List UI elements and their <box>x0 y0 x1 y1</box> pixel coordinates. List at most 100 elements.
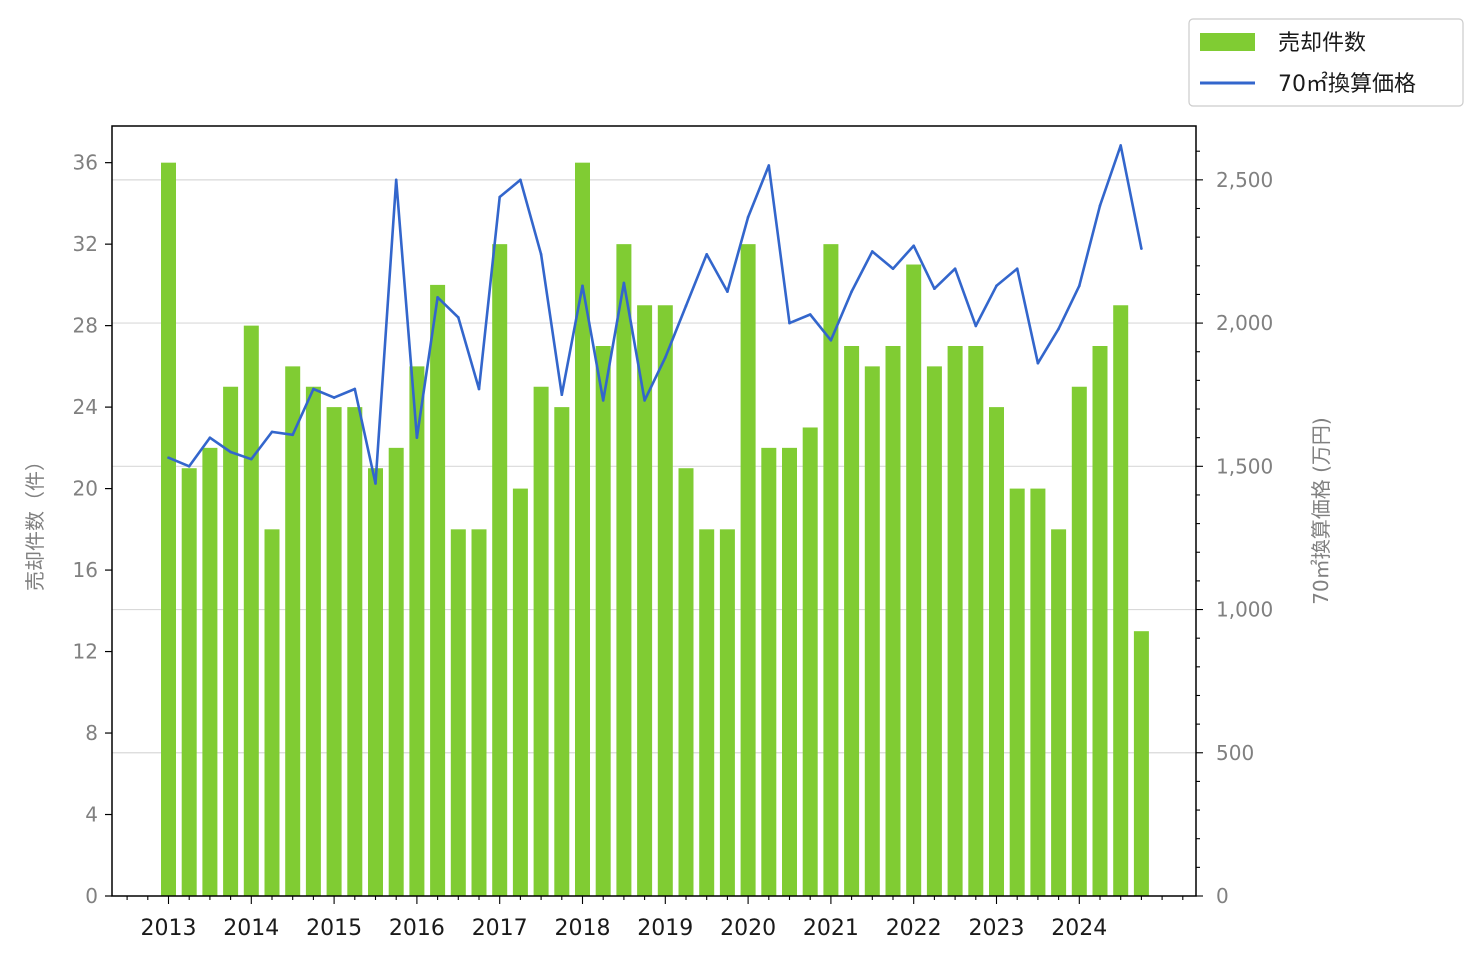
bar <box>782 447 797 896</box>
x-tick-label: 2022 <box>886 916 942 941</box>
line-point <box>477 387 481 391</box>
line-point <box>850 290 853 293</box>
left-tick-label: 28 <box>73 314 98 338</box>
bar <box>1113 305 1129 896</box>
bar <box>844 346 860 896</box>
line-point <box>1140 247 1143 250</box>
line-point <box>415 436 419 439</box>
bar <box>326 407 342 896</box>
bar <box>823 244 839 897</box>
line-point <box>891 267 895 270</box>
left-tick-label: 4 <box>85 803 98 827</box>
bar <box>450 529 466 896</box>
line-point <box>664 356 667 359</box>
bar <box>492 244 508 897</box>
line-point <box>394 178 398 182</box>
left-tick-label: 8 <box>85 721 98 745</box>
line-point <box>871 250 874 253</box>
left-tick-label: 12 <box>73 640 98 664</box>
bar <box>223 386 239 896</box>
bar <box>1133 631 1149 896</box>
left-tick-label: 20 <box>73 477 98 501</box>
legend-label-line: 70㎡換算価格 <box>1278 71 1416 97</box>
right-axis-title: 70㎡換算価格 (万円) <box>1309 417 1333 604</box>
line-point <box>746 215 750 219</box>
line-point <box>436 296 439 299</box>
bar <box>1071 386 1087 896</box>
legend-swatch-bar <box>1200 33 1255 51</box>
bar <box>243 325 259 896</box>
line-point <box>374 482 377 485</box>
bar <box>989 407 1004 896</box>
price-line <box>168 144 1143 485</box>
line-series <box>167 144 1143 485</box>
right-axis-ticks: 0 500 1,000 1,500 2,000 2,500 <box>1196 150 1273 908</box>
line-point <box>808 313 812 316</box>
bar <box>533 386 549 896</box>
plot-frame <box>111 125 1197 897</box>
line-point <box>767 164 771 167</box>
line-point <box>1078 284 1081 288</box>
line-point <box>829 338 833 342</box>
bar <box>512 488 528 896</box>
bar <box>368 468 383 896</box>
line-point <box>788 321 791 325</box>
line-point <box>995 284 998 288</box>
bar <box>388 447 404 896</box>
bar <box>761 447 777 896</box>
line-point <box>933 287 936 291</box>
right-tick-label: 1,500 <box>1216 454 1273 478</box>
x-tick-label: 2019 <box>637 916 693 941</box>
bar <box>554 407 570 896</box>
bar <box>409 366 425 896</box>
legend-label-bar: 売却件数 <box>1278 31 1366 56</box>
bar <box>740 244 756 897</box>
line-point <box>291 433 295 437</box>
x-tick-label: 2014 <box>223 916 279 941</box>
x-tick-label: 2023 <box>969 916 1025 941</box>
right-tick-label: 500 <box>1216 741 1254 765</box>
bar <box>1009 488 1025 896</box>
x-tick-label: 2018 <box>555 916 611 941</box>
right-tick-label: 2,000 <box>1216 311 1273 335</box>
line-point <box>684 304 688 308</box>
line-point <box>560 393 564 396</box>
left-tick-label: 0 <box>85 884 98 908</box>
line-point <box>270 430 274 434</box>
line-point <box>208 436 212 439</box>
line-point <box>622 281 626 285</box>
line-point <box>539 253 543 256</box>
left-tick-label: 24 <box>73 395 98 419</box>
bar <box>430 284 446 896</box>
x-tick-label: 2017 <box>472 916 528 941</box>
line-point <box>498 195 502 199</box>
bar <box>947 346 963 896</box>
bar <box>471 529 487 896</box>
left-tick-label: 32 <box>73 232 98 256</box>
bar <box>719 529 735 896</box>
right-tick-label: 0 <box>1216 884 1229 908</box>
bar <box>657 305 673 896</box>
line-point <box>250 457 253 461</box>
bar <box>181 468 197 896</box>
bar <box>1092 346 1108 896</box>
x-tick-label: 2021 <box>803 916 859 941</box>
line-point <box>726 290 729 293</box>
bar <box>1051 529 1067 896</box>
right-tick-label: 2,500 <box>1216 168 1273 192</box>
bar <box>347 407 363 896</box>
bar <box>305 386 321 896</box>
bar <box>968 346 984 896</box>
line-point <box>229 450 232 454</box>
x-tick-label: 2024 <box>1051 916 1107 941</box>
line-point <box>1057 327 1060 331</box>
x-tick-label: 2015 <box>306 916 362 941</box>
bar <box>699 529 715 896</box>
line-point <box>167 456 170 460</box>
bar-series <box>161 162 1149 897</box>
left-tick-label: 36 <box>73 151 98 175</box>
line-point <box>581 284 584 288</box>
x-tick-label: 2020 <box>720 916 776 941</box>
left-tick-label: 16 <box>73 558 98 582</box>
bar <box>575 162 590 896</box>
